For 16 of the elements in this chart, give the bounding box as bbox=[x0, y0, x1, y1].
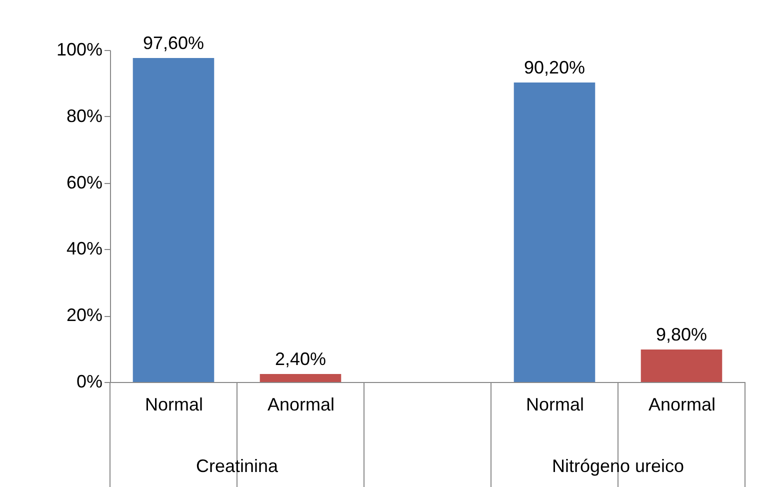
data-label: 9,80% bbox=[656, 324, 708, 344]
x-tick-label: Anormal bbox=[648, 394, 716, 414]
y-tick-label: 40% bbox=[66, 238, 102, 259]
data-label: 97,60% bbox=[142, 32, 204, 53]
text: Nitrógeno ureico bbox=[552, 456, 684, 476]
data-label: 90,20% bbox=[524, 58, 586, 78]
x-tick-label: Normal bbox=[526, 394, 584, 414]
y-tick-label: 80% bbox=[66, 106, 102, 126]
data-label: 2,40% bbox=[274, 349, 326, 370]
y-tick-label: 60% bbox=[66, 172, 102, 192]
y-tick-label: 100% bbox=[56, 40, 102, 60]
text: Creatinina bbox=[196, 456, 280, 476]
y-tick-label: 0% bbox=[76, 372, 102, 392]
x-tick-label: Anormal bbox=[267, 394, 335, 414]
x-tick-label: Normal bbox=[144, 394, 204, 414]
y-tick-label: 20% bbox=[66, 305, 102, 326]
